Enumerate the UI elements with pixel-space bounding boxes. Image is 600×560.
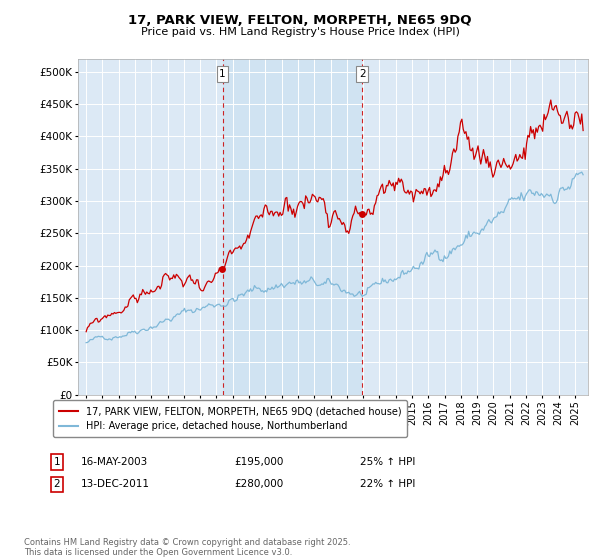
Text: Contains HM Land Registry data © Crown copyright and database right 2025.
This d: Contains HM Land Registry data © Crown c… xyxy=(24,538,350,557)
Text: 13-DEC-2011: 13-DEC-2011 xyxy=(81,479,150,489)
Text: 16-MAY-2003: 16-MAY-2003 xyxy=(81,457,148,467)
Text: 17, PARK VIEW, FELTON, MORPETH, NE65 9DQ: 17, PARK VIEW, FELTON, MORPETH, NE65 9DQ xyxy=(128,14,472,27)
Text: 25% ↑ HPI: 25% ↑ HPI xyxy=(360,457,415,467)
Text: £195,000: £195,000 xyxy=(234,457,283,467)
Text: 1: 1 xyxy=(53,457,61,467)
Text: 22% ↑ HPI: 22% ↑ HPI xyxy=(360,479,415,489)
Text: Price paid vs. HM Land Registry's House Price Index (HPI): Price paid vs. HM Land Registry's House … xyxy=(140,27,460,37)
Legend: 17, PARK VIEW, FELTON, MORPETH, NE65 9DQ (detached house), HPI: Average price, d: 17, PARK VIEW, FELTON, MORPETH, NE65 9DQ… xyxy=(53,400,407,437)
Text: £280,000: £280,000 xyxy=(234,479,283,489)
Text: 2: 2 xyxy=(53,479,61,489)
Bar xyxy=(223,59,362,395)
Text: 1: 1 xyxy=(219,69,226,79)
Text: 2: 2 xyxy=(359,69,365,79)
